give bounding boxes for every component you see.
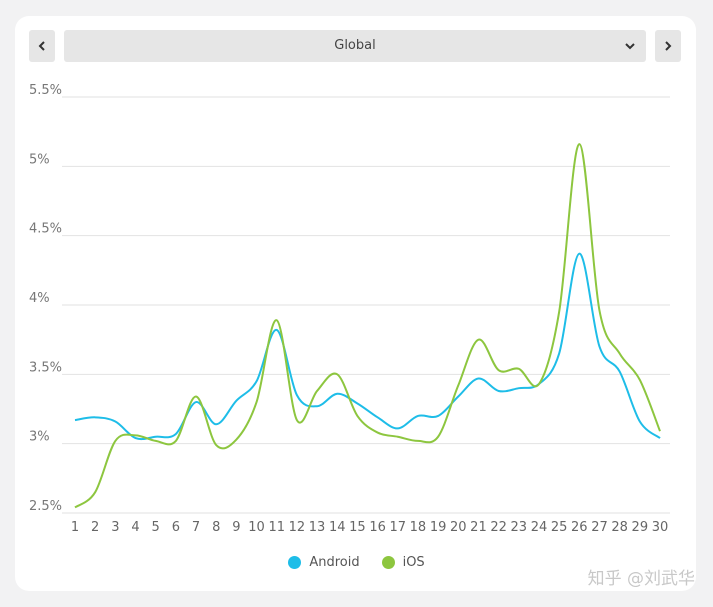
legend-label-android: Android (309, 555, 360, 570)
legend-marker-android (288, 556, 302, 569)
legend-item-ios[interactable]: iOS (381, 555, 425, 570)
region-select[interactable]: Global (64, 30, 646, 62)
x-tick-label: 17 (389, 520, 406, 535)
x-tick-label: 12 (289, 520, 306, 535)
region-select-value: Global (334, 38, 376, 53)
x-tick-label: 24 (531, 520, 548, 535)
legend-marker-ios (381, 556, 395, 569)
chevron-left-icon (38, 41, 45, 51)
x-tick-label: 13 (309, 520, 326, 535)
y-tick-label: 3.5% (29, 360, 62, 375)
legend-item-android[interactable]: Android (288, 555, 360, 570)
x-tick-label: 21 (470, 520, 487, 535)
chart-card (15, 16, 696, 591)
x-tick-label: 29 (632, 520, 649, 535)
x-tick-label: 10 (248, 520, 265, 535)
x-tick-label: 15 (349, 520, 366, 535)
y-tick-label: 3% (29, 430, 50, 445)
y-tick-label: 5.5% (29, 83, 62, 98)
chevron-right-icon (665, 41, 672, 51)
x-tick-label: 4 (131, 520, 139, 535)
y-tick-label: 5% (29, 152, 50, 167)
y-tick-label: 2.5% (29, 499, 62, 514)
watermark: 知乎 @刘武华 (587, 569, 695, 589)
x-tick-label: 8 (212, 520, 220, 535)
x-tick-label: 22 (490, 520, 507, 535)
x-tick-label: 1 (71, 520, 79, 535)
next-button[interactable] (655, 30, 681, 62)
x-tick-label: 20 (450, 520, 467, 535)
legend-label-ios: iOS (402, 555, 425, 570)
x-tick-label: 2 (91, 520, 99, 535)
x-tick-label: 26 (571, 520, 588, 535)
series-line-android (74, 252, 661, 441)
x-tick-label: 16 (369, 520, 386, 535)
x-tick-label: 6 (172, 520, 180, 535)
x-tick-label: 23 (511, 520, 528, 535)
chevron-down-icon (625, 43, 635, 50)
x-tick-label: 25 (551, 520, 568, 535)
x-tick-label: 3 (111, 520, 119, 535)
x-tick-label: 18 (410, 520, 427, 535)
x-tick-label: 28 (611, 520, 628, 535)
y-tick-label: 4% (29, 291, 50, 306)
prev-button[interactable] (29, 30, 55, 62)
x-tick-label: 30 (652, 520, 669, 535)
x-tick-label: 9 (232, 520, 240, 535)
x-tick-label: 14 (329, 520, 346, 535)
x-tick-label: 7 (192, 520, 200, 535)
x-tick-label: 11 (268, 520, 285, 535)
y-tick-label: 4.5% (29, 222, 62, 237)
x-tick-label: 27 (591, 520, 608, 535)
x-tick-label: 19 (430, 520, 447, 535)
x-tick-label: 5 (152, 520, 160, 535)
series-line-ios (74, 143, 661, 509)
chart-legend: Android iOS (0, 555, 713, 570)
